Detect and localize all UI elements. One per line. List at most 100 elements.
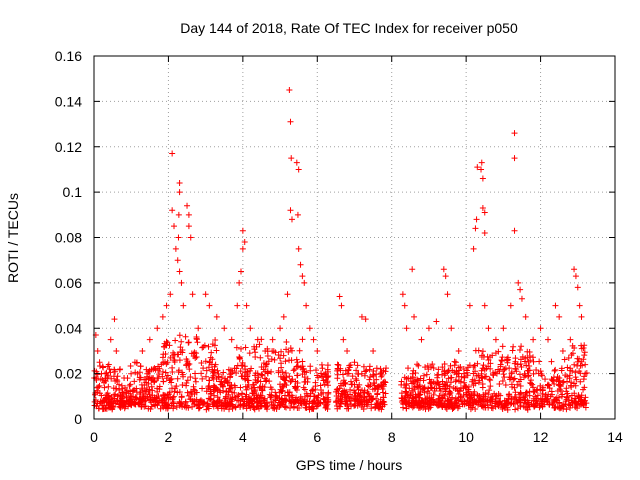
data-point <box>521 399 528 406</box>
data-point <box>536 358 543 365</box>
data-point <box>453 399 460 406</box>
data-point <box>315 374 322 381</box>
data-point <box>193 354 200 361</box>
data-point <box>189 403 196 410</box>
data-point <box>417 375 424 382</box>
data-point <box>461 379 468 386</box>
y-tick-label: 0.02 <box>55 366 82 382</box>
data-point <box>383 365 390 372</box>
data-point <box>572 374 579 381</box>
data-point <box>348 378 355 385</box>
data-point <box>264 353 271 360</box>
data-point <box>310 405 317 412</box>
data-point <box>199 385 206 392</box>
data-point <box>177 400 184 407</box>
y-tick-label: 0.06 <box>55 275 82 291</box>
data-point <box>148 403 155 410</box>
data-point <box>465 388 472 395</box>
data-point <box>200 399 207 406</box>
data-point <box>537 325 544 332</box>
y-tick-label: 0.1 <box>63 184 83 200</box>
data-point <box>542 376 549 383</box>
data-point <box>349 373 356 380</box>
data-point <box>336 293 343 300</box>
data-point <box>582 370 589 377</box>
data-point <box>276 389 283 396</box>
data-point <box>291 366 298 373</box>
data-point <box>365 390 372 397</box>
data-point <box>568 392 575 399</box>
data-point <box>512 365 519 372</box>
data-point <box>574 362 581 369</box>
data-point <box>132 401 139 408</box>
data-point <box>191 349 198 356</box>
data-point <box>470 245 477 252</box>
data-point <box>154 325 161 332</box>
data-point <box>170 393 177 400</box>
data-point <box>353 367 360 374</box>
data-point <box>512 389 519 396</box>
data-point <box>341 387 348 394</box>
data-point <box>436 381 443 388</box>
data-point <box>487 360 494 367</box>
data-point <box>98 399 105 406</box>
data-point <box>412 391 419 398</box>
data-point <box>237 345 244 352</box>
data-point <box>351 398 358 405</box>
data-point <box>530 358 537 365</box>
data-point <box>218 402 225 409</box>
data-point <box>337 400 344 407</box>
data-point <box>174 375 181 382</box>
data-point <box>239 245 246 252</box>
data-point <box>560 378 567 385</box>
data-point <box>123 398 130 405</box>
data-point <box>441 361 448 368</box>
data-point <box>530 370 537 377</box>
data-point <box>457 394 464 401</box>
data-point <box>310 336 317 343</box>
data-point <box>401 395 408 402</box>
data-point <box>515 279 522 286</box>
data-point <box>581 373 588 380</box>
data-point <box>368 394 375 401</box>
data-point <box>202 358 209 365</box>
data-point <box>258 371 265 378</box>
data-point <box>402 392 409 399</box>
data-point <box>319 365 326 372</box>
data-point <box>260 397 267 404</box>
data-point <box>463 384 470 391</box>
data-point <box>554 388 561 395</box>
data-point <box>201 342 208 349</box>
data-point <box>282 377 289 384</box>
data-point <box>425 366 432 373</box>
data-point <box>233 365 240 372</box>
data-point <box>581 342 588 349</box>
data-point <box>186 360 193 367</box>
data-point <box>529 354 536 361</box>
data-point <box>358 370 365 377</box>
data-point <box>249 390 256 397</box>
data-point <box>225 366 232 373</box>
data-point <box>459 398 466 405</box>
data-point <box>127 381 134 388</box>
data-point <box>288 216 295 223</box>
data-point <box>237 268 244 275</box>
data-point <box>568 383 575 390</box>
data-point <box>143 385 150 392</box>
data-point <box>442 388 449 395</box>
data-point <box>176 189 183 196</box>
data-point <box>127 362 134 369</box>
data-point <box>112 368 119 375</box>
data-point <box>358 313 365 320</box>
data-point <box>500 325 507 332</box>
data-point <box>209 374 216 381</box>
data-point <box>254 403 261 409</box>
data-point <box>339 388 346 395</box>
data-point <box>174 351 181 358</box>
data-point <box>370 347 377 354</box>
data-point <box>571 361 578 368</box>
data-point <box>514 405 521 412</box>
data-point <box>380 398 387 405</box>
data-point <box>212 386 219 393</box>
data-point <box>129 388 136 395</box>
